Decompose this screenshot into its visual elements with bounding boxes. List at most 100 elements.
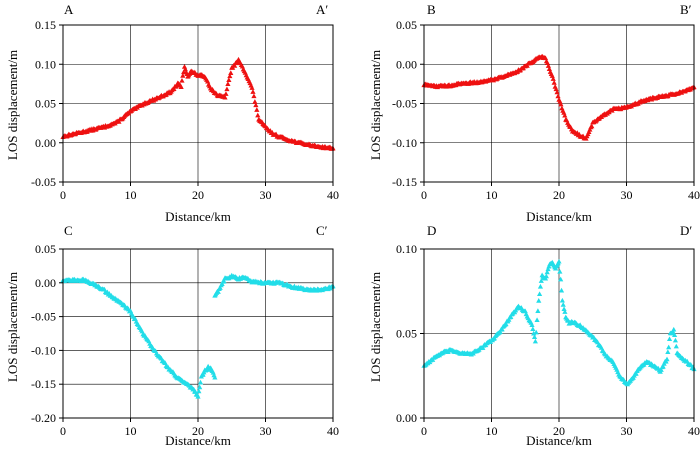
y-axis-label: LOS displacement/m — [368, 272, 383, 382]
y-tick-label: 0.10 — [396, 242, 417, 256]
data-point — [544, 269, 550, 275]
data-point — [664, 356, 670, 362]
data-point — [182, 66, 188, 72]
panel-a: A A′ 0 10 20 30 40 -0.05 0.00 0.05 0.10 0.15 Dist… — [5, 2, 339, 224]
x-tick-label: 40 — [327, 188, 339, 202]
x-tick-label: 10 — [125, 188, 137, 202]
data-point — [221, 278, 227, 284]
data-point — [217, 285, 223, 290]
y-tick-label: 0.00 — [396, 57, 417, 71]
data-points — [60, 272, 336, 399]
data-point — [550, 76, 556, 81]
panel-c: C C′ 0 10 20 30 40 -0.20 -0.15 -0.10 -0.05 0.00 0.… — [5, 223, 339, 448]
x-tick-label: 30 — [260, 188, 272, 202]
y-tick-label: -0.10 — [392, 136, 417, 150]
x-tick-label: 10 — [486, 424, 498, 438]
data-point — [255, 112, 261, 118]
data-point — [253, 102, 259, 108]
data-point — [180, 73, 186, 78]
profile-start-label: C — [64, 223, 73, 238]
x-tick-label: 20 — [192, 424, 204, 438]
y-axis-label: LOS displacement/m — [5, 272, 20, 382]
y-axis-label: LOS displacement/m — [5, 50, 20, 160]
profile-start-label: B — [427, 2, 436, 17]
ticks: 0 10 20 30 40 -0.05 0.00 0.05 0.10 0.15 — [31, 18, 339, 202]
data-point — [556, 258, 562, 264]
data-point — [219, 281, 225, 286]
x-tick-label: 0 — [421, 424, 427, 438]
data-point — [212, 374, 218, 380]
data-point — [545, 266, 551, 272]
x-tick-label: 30 — [621, 424, 633, 438]
x-tick-label: 20 — [553, 424, 565, 438]
data-point — [562, 309, 568, 314]
ticks: 0 10 20 30 40 -0.20 -0.15 -0.10 -0.05 0.00 0.05 — [31, 242, 339, 438]
data-point — [196, 388, 202, 394]
data-point — [529, 322, 535, 328]
x-axis-label: Distance/km — [526, 433, 592, 448]
data-point — [205, 78, 211, 84]
data-point — [178, 84, 184, 89]
y-tick-label: -0.05 — [31, 310, 56, 324]
x-tick-label: 40 — [688, 188, 700, 202]
data-point — [223, 91, 229, 96]
data-point — [181, 64, 188, 69]
profile-end-label: D′ — [680, 223, 692, 238]
y-tick-label: -0.20 — [31, 411, 56, 425]
profile-end-label: B′ — [680, 2, 692, 17]
y-tick-label: 0.05 — [35, 97, 56, 111]
y-tick-label: -0.05 — [31, 175, 56, 189]
data-point — [116, 119, 122, 124]
y-tick-label: 0.10 — [35, 57, 56, 71]
data-point — [553, 86, 559, 92]
data-point — [671, 332, 678, 338]
data-point — [224, 86, 230, 92]
data-point — [195, 393, 201, 399]
x-tick-label: 0 — [421, 188, 427, 202]
data-point — [673, 343, 679, 349]
data-point — [228, 70, 234, 75]
x-tick-label: 40 — [688, 424, 700, 438]
y-tick-label: 0.15 — [35, 18, 56, 32]
profile-end-label: C′ — [316, 223, 328, 238]
data-point — [558, 276, 564, 282]
data-point — [672, 337, 679, 343]
data-point — [536, 298, 542, 303]
data-point — [254, 107, 260, 112]
y-tick-label: -0.10 — [31, 343, 56, 357]
data-point — [503, 321, 509, 327]
data-point — [587, 126, 593, 132]
x-tick-label: 40 — [327, 424, 339, 438]
data-point — [534, 317, 540, 323]
data-points — [60, 56, 336, 151]
data-point — [660, 363, 666, 369]
profile-start-label: A — [64, 2, 74, 17]
profile-end-label: A′ — [316, 2, 328, 17]
data-point — [251, 93, 257, 99]
data-point — [560, 302, 566, 307]
x-tick-label: 10 — [486, 188, 498, 202]
ticks: 0 10 20 30 40 0.00 0.05 0.10 — [396, 242, 700, 438]
data-point — [633, 370, 639, 376]
x-tick-label: 0 — [60, 188, 66, 202]
data-point — [666, 344, 672, 350]
y-tick-label: 0.00 — [396, 411, 417, 425]
data-point — [549, 73, 555, 78]
x-tick-label: 20 — [553, 188, 565, 202]
data-point — [249, 85, 255, 90]
data-point — [554, 89, 560, 95]
data-point — [171, 86, 177, 92]
data-point — [235, 56, 242, 62]
data-point — [545, 63, 551, 68]
y-tick-label: 0.05 — [35, 242, 56, 256]
ticks: 0 10 20 30 40 -0.15 -0.10 -0.05 0.00 0.05 — [392, 18, 700, 202]
data-point — [222, 94, 228, 100]
grid — [63, 25, 333, 182]
profile-start-label: D — [427, 223, 436, 238]
data-point — [532, 338, 538, 344]
y-tick-label: 0.00 — [35, 276, 56, 290]
data-point — [658, 367, 664, 372]
data-point — [197, 384, 203, 390]
data-point — [594, 339, 601, 345]
